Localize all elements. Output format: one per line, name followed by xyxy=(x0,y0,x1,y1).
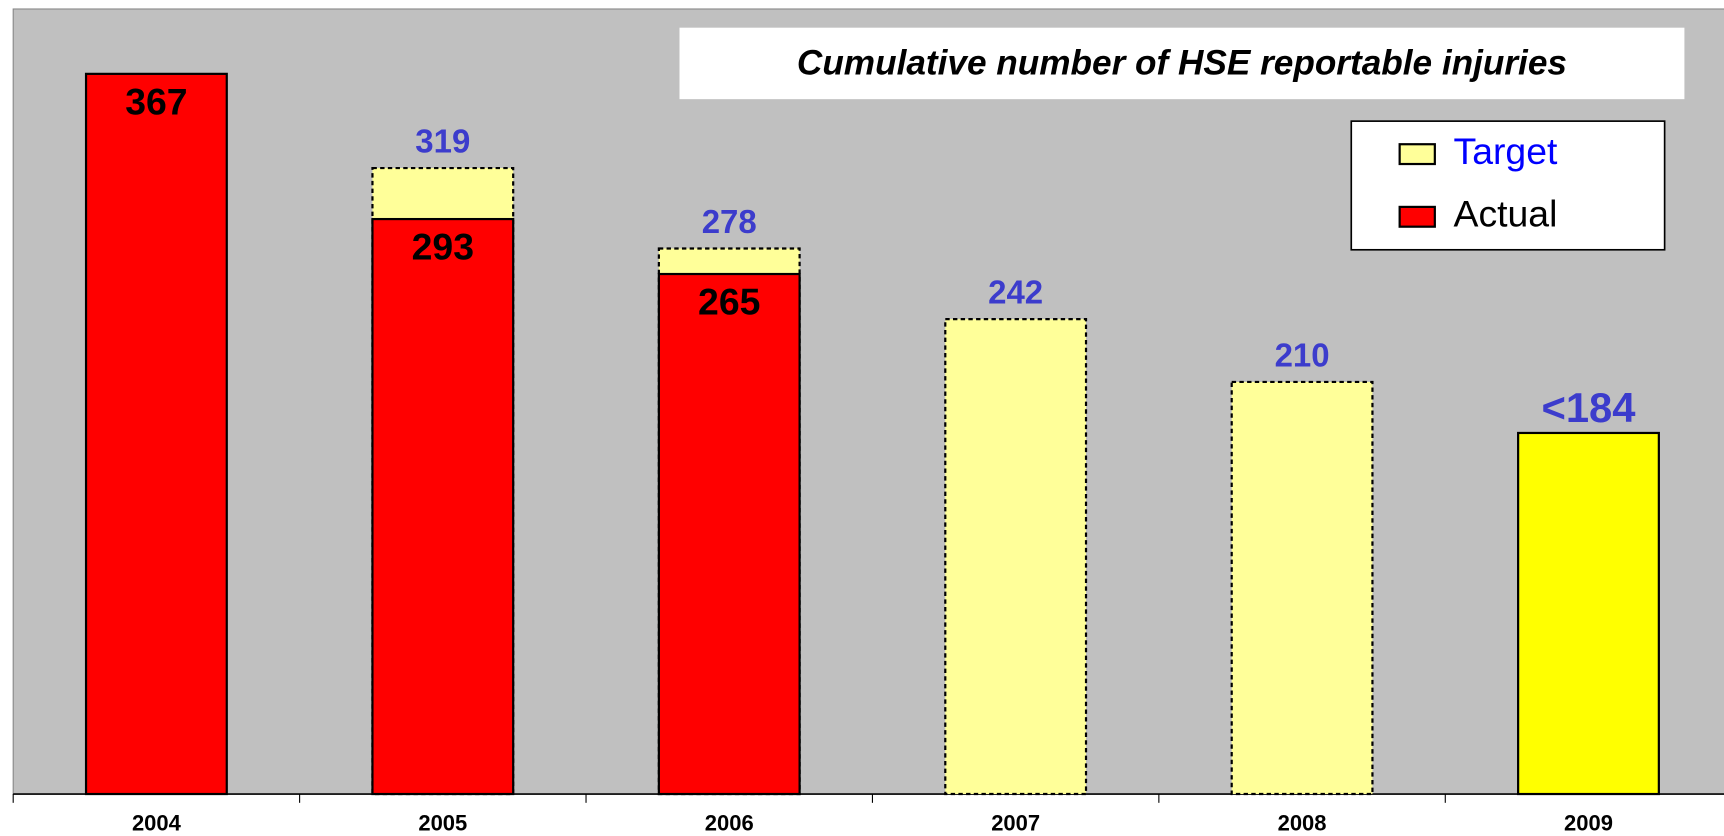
marks: 2004 2005 2006 2007 2008 2009 319 278 242 210 <184… xyxy=(12,72,1724,836)
legend-box xyxy=(1350,120,1666,251)
data-label: 293 xyxy=(412,226,474,268)
x-tick-label: 2005 xyxy=(418,811,467,836)
bar xyxy=(944,318,1088,796)
bar xyxy=(1517,431,1660,796)
data-label: 319 xyxy=(415,123,470,160)
title-box xyxy=(679,27,1685,100)
data-label: 278 xyxy=(702,203,757,240)
data-label: 367 xyxy=(125,81,187,123)
legend-label: Actual xyxy=(1454,193,1558,235)
legend-label: Target xyxy=(1454,130,1558,172)
data-label: 242 xyxy=(988,274,1043,311)
x-tick-label: 2006 xyxy=(705,811,754,836)
bar xyxy=(371,217,515,796)
legend-swatch xyxy=(1398,143,1436,166)
x-tick-label: 2004 xyxy=(132,811,182,836)
data-label: 210 xyxy=(1275,336,1330,373)
legend-swatch xyxy=(1398,205,1436,228)
bar xyxy=(657,272,801,796)
chart-title: Cumulative number of HSE reportable inju… xyxy=(797,43,1567,82)
x-tick-label: 2008 xyxy=(1278,811,1327,836)
x-tick-label: 2009 xyxy=(1564,811,1613,836)
data-label: 265 xyxy=(698,281,760,323)
x-tick-label: 2007 xyxy=(991,811,1040,836)
data-label: <184 xyxy=(1541,384,1635,431)
bar xyxy=(1230,380,1374,796)
bar xyxy=(84,72,228,796)
